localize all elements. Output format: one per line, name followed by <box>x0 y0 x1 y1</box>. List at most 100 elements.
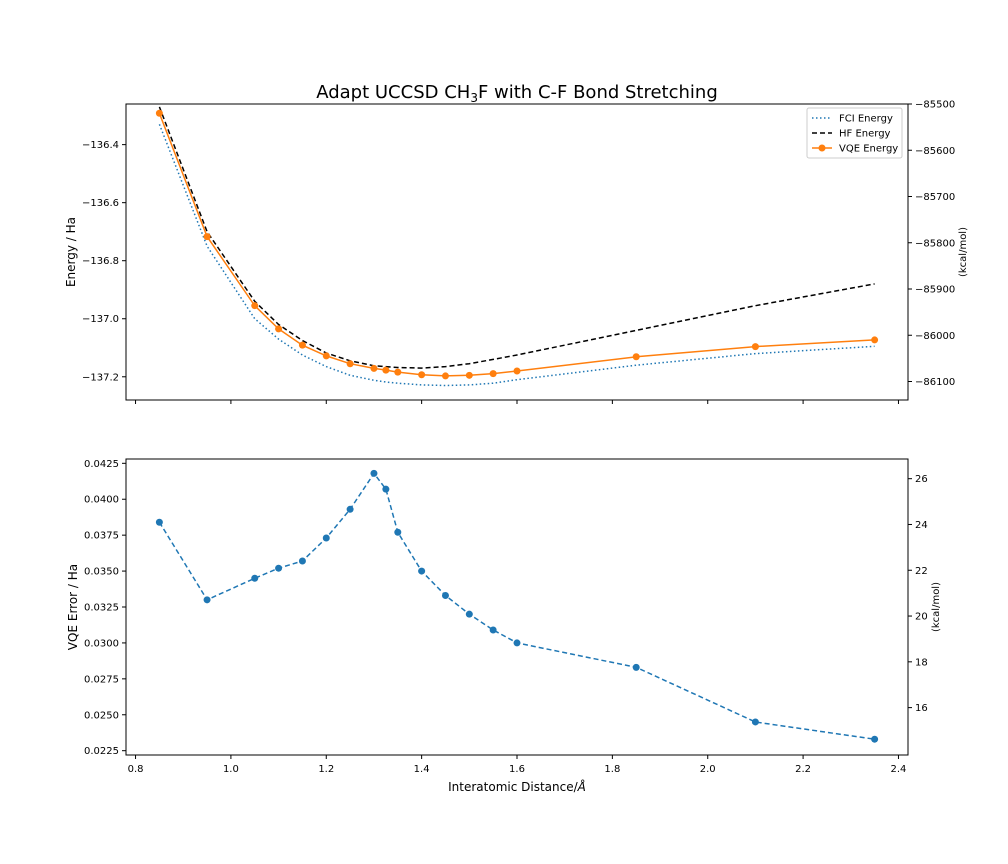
y2-tick-label: −86000 <box>915 331 955 342</box>
data-point <box>155 518 163 526</box>
data-point <box>298 341 306 349</box>
x-tick-label: 2.2 <box>795 764 811 775</box>
y-tick-label: −136.8 <box>82 256 119 267</box>
data-point <box>394 368 402 376</box>
data-point <box>322 534 330 542</box>
error-x-ticks: 0.8 1.0 1.2 1.4 1.6 1.8 2.0 2.2 2.4 <box>128 755 907 775</box>
series-line <box>158 106 875 369</box>
data-point <box>632 353 640 361</box>
x-tick-label: 1.4 <box>414 764 430 775</box>
series-line <box>158 113 875 377</box>
x-axis-label: Interatomic Distance/Å <box>448 779 586 794</box>
error-y2-axis-label: (kcal/mol) <box>931 582 942 632</box>
legend: FCI Energy HF Energy VQE Energy <box>806 107 903 159</box>
y-tick-label: 0.0250 <box>84 710 119 721</box>
data-point <box>394 528 402 536</box>
y2-tick-label: −85500 <box>915 100 955 111</box>
data-point <box>251 574 259 582</box>
y-tick-label: −136.6 <box>82 198 119 209</box>
data-point <box>513 367 521 375</box>
legend-label: FCI Energy <box>839 114 893 125</box>
error-series-layer <box>155 469 879 743</box>
energy-y-axis-label: Energy / Ha <box>64 217 78 287</box>
data-point <box>382 366 390 374</box>
data-point <box>370 364 378 372</box>
data-point <box>489 370 497 378</box>
energy-y-ticks: −136.4 −136.6 −136.8 −137.0 −137.2 <box>82 140 126 383</box>
data-point <box>203 233 211 241</box>
y-tick-label: 0.0375 <box>84 531 119 542</box>
error-y2-ticks: 16 18 20 22 24 26 <box>908 474 928 714</box>
data-point <box>298 557 306 565</box>
data-point <box>751 343 759 351</box>
energy-y2-ticks: −85500 −85600 −85700 −85800 −85900 −86000 −861… <box>908 100 955 388</box>
data-point <box>489 626 497 634</box>
legend-label: VQE Energy <box>839 144 898 155</box>
data-point <box>632 663 640 671</box>
data-point <box>322 352 330 360</box>
data-point <box>155 109 163 117</box>
x-tick-label: 1.2 <box>318 764 334 775</box>
y2-tick-label: 18 <box>915 657 928 668</box>
energy-panel: −136.4−136.6−136.8−137.0−137.2 −85500−85… <box>64 100 969 404</box>
y2-tick-label: −85900 <box>915 285 955 296</box>
x-tick-label: 1.0 <box>223 764 239 775</box>
data-point <box>465 610 473 618</box>
y2-tick-label: −85600 <box>915 146 955 157</box>
data-point <box>441 372 449 380</box>
y-tick-label: 0.0225 <box>84 746 119 757</box>
data-point <box>275 564 283 572</box>
energy-x-ticks <box>135 400 899 404</box>
data-point <box>346 360 354 368</box>
y2-tick-label: 22 <box>915 566 928 577</box>
x-tick-label: 1.6 <box>509 764 525 775</box>
y2-tick-label: −86100 <box>915 377 955 388</box>
y-tick-label: 0.0325 <box>84 603 119 614</box>
y2-tick-label: 16 <box>915 703 928 714</box>
energy-y2-axis-label: (kcal/mol) <box>958 227 969 277</box>
x-tick-label: 2.4 <box>891 764 907 775</box>
y-tick-label: −136.4 <box>82 140 119 151</box>
x-tick-label: 0.8 <box>128 764 144 775</box>
data-point <box>751 718 759 726</box>
y-tick-label: 0.0350 <box>84 567 119 578</box>
y-tick-label: 0.0300 <box>84 638 119 649</box>
legend-label: HF Energy <box>839 129 891 140</box>
x-tick-label: 1.8 <box>604 764 620 775</box>
data-point <box>251 302 259 310</box>
series-line <box>158 472 875 740</box>
y2-tick-label: 24 <box>915 520 928 531</box>
x-tick-label: 2.0 <box>700 764 716 775</box>
y-tick-label: −137.0 <box>82 314 119 325</box>
data-point <box>275 325 283 333</box>
y-tick-label: 0.0425 <box>84 459 119 470</box>
data-point <box>370 469 378 477</box>
data-point <box>382 485 390 493</box>
legend-marker <box>818 144 826 152</box>
data-point <box>871 336 879 344</box>
error-y-ticks: 0.0225 0.0250 0.0275 0.0300 0.0325 0.0350 0.03… <box>84 459 126 757</box>
error-panel: 0.8 1.0 1.2 1.4 1.6 1.8 2.0 2.2 2.4 0.0225 0.0250… <box>66 458 942 794</box>
data-point <box>871 735 879 743</box>
error-plot-frame <box>125 458 909 756</box>
y2-tick-label: 20 <box>915 612 928 623</box>
y2-tick-label: −85700 <box>915 192 955 203</box>
data-point <box>513 639 521 647</box>
legend-box <box>806 107 903 159</box>
chart-title: Adapt UCCSD CH3F with C-F Bond Stretchin… <box>316 82 718 105</box>
y-tick-label: −137.2 <box>82 372 119 383</box>
data-point <box>418 371 426 379</box>
data-point <box>203 596 211 604</box>
data-point <box>465 371 473 379</box>
data-point <box>346 505 354 513</box>
energy-series-layer <box>155 106 879 387</box>
y2-tick-label: 26 <box>915 474 928 485</box>
y2-tick-label: −85800 <box>915 238 955 249</box>
error-y-axis-label: VQE Error / Ha <box>66 564 80 650</box>
y-tick-label: 0.0275 <box>84 674 119 685</box>
data-point <box>441 592 449 600</box>
y-tick-label: 0.0400 <box>84 495 119 506</box>
data-point <box>418 567 426 575</box>
